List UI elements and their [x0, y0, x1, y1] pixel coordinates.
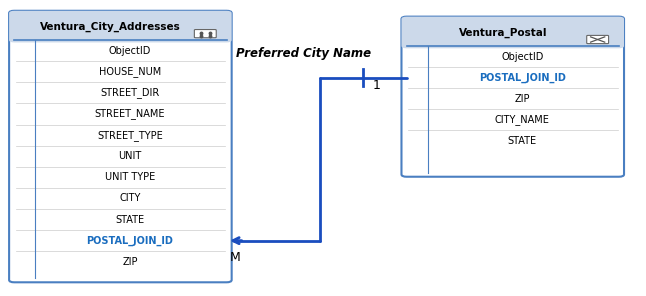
Text: 1: 1	[373, 79, 380, 92]
Text: UNIT: UNIT	[118, 151, 141, 161]
Text: STATE: STATE	[508, 136, 537, 146]
Text: STATE: STATE	[116, 215, 145, 225]
Text: STREET_NAME: STREET_NAME	[95, 109, 165, 120]
Text: POSTAL_JOIN_ID: POSTAL_JOIN_ID	[479, 73, 566, 83]
FancyBboxPatch shape	[401, 17, 624, 48]
Text: Ventura_City_Addresses: Ventura_City_Addresses	[40, 22, 181, 32]
Bar	[16, 14, 225, 40]
Bar	[16, 28, 225, 40]
Bar	[408, 20, 618, 46]
Bar	[408, 34, 618, 46]
Text: ZIP: ZIP	[515, 94, 530, 104]
Text: ObjectID: ObjectID	[109, 46, 151, 56]
Text: Ventura_Postal: Ventura_Postal	[459, 27, 547, 38]
Text: STREET_TYPE: STREET_TYPE	[97, 130, 163, 141]
FancyBboxPatch shape	[587, 36, 609, 44]
FancyBboxPatch shape	[194, 30, 216, 38]
Text: ZIP: ZIP	[122, 257, 138, 267]
FancyBboxPatch shape	[9, 11, 232, 42]
Text: STREET_DIR: STREET_DIR	[100, 87, 160, 98]
Text: CITY_NAME: CITY_NAME	[495, 114, 550, 125]
FancyBboxPatch shape	[401, 17, 624, 177]
Text: POSTAL_JOIN_ID: POSTAL_JOIN_ID	[87, 236, 174, 246]
FancyBboxPatch shape	[9, 11, 232, 282]
Text: ObjectID: ObjectID	[501, 52, 543, 62]
Text: M: M	[230, 251, 240, 264]
Text: Preferred City Name: Preferred City Name	[236, 47, 371, 60]
Text: HOUSE_NUM: HOUSE_NUM	[99, 66, 161, 77]
Text: UNIT TYPE: UNIT TYPE	[105, 172, 155, 182]
Text: CITY: CITY	[120, 193, 141, 203]
